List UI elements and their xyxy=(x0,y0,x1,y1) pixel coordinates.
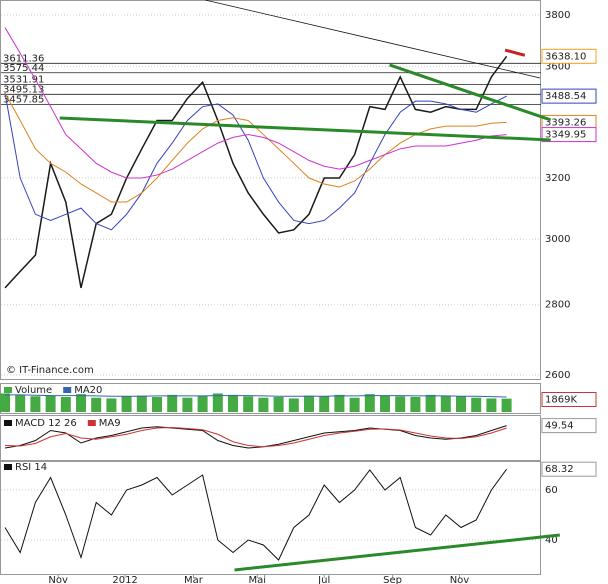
trendline xyxy=(205,0,541,79)
volume-bar xyxy=(425,394,436,412)
volume-bar xyxy=(106,398,117,412)
y-tick-label: 3800 xyxy=(545,10,570,21)
volume-bar xyxy=(76,394,86,412)
volume-bar xyxy=(273,397,284,412)
end-label-box xyxy=(541,88,597,104)
main-panel xyxy=(0,0,541,380)
volume-bar xyxy=(182,397,193,412)
volume-bar xyxy=(152,397,162,412)
volume-bar xyxy=(45,395,56,412)
trendline xyxy=(59,116,551,142)
volume-bar xyxy=(471,397,482,412)
series-line xyxy=(4,468,508,561)
end-label-box xyxy=(541,392,597,407)
volume-bar xyxy=(364,394,375,412)
y-tick-label: 3200 xyxy=(545,173,570,184)
y-tick-label: 2800 xyxy=(545,300,570,311)
series-line xyxy=(4,55,508,289)
end-label: 3638.10 xyxy=(545,51,586,62)
trendline xyxy=(234,533,560,572)
x-tick-label: 2012 xyxy=(112,575,137,584)
volume-bar xyxy=(304,395,314,412)
macd-panel xyxy=(0,415,541,461)
volume-bar xyxy=(15,394,26,412)
legend-swatch xyxy=(4,464,12,470)
end-label: 3488.54 xyxy=(545,91,586,102)
end-label: 3349.95 xyxy=(545,130,586,141)
y-tick-label: 3600 xyxy=(545,61,570,72)
source: © IT-Finance.com xyxy=(6,365,94,376)
legend-label: MA20 xyxy=(74,385,102,396)
y-tick-label: 60 xyxy=(545,485,558,496)
volume-bar xyxy=(349,397,360,412)
volume-bar xyxy=(212,393,223,412)
volume-bar xyxy=(197,395,208,412)
trendline xyxy=(504,48,526,57)
series-line xyxy=(4,425,507,449)
level-label: 3495.13 xyxy=(3,84,44,95)
x-tick-label: Sep xyxy=(383,575,402,584)
volume-bar xyxy=(91,397,102,412)
level-label: 3457.85 xyxy=(3,95,44,106)
end-label: 49.54 xyxy=(545,421,574,432)
legend-swatch xyxy=(4,420,12,426)
rsi-panel xyxy=(0,461,541,575)
volume-bar xyxy=(440,395,451,412)
volume-bar xyxy=(410,397,421,412)
volume-bar xyxy=(501,398,512,412)
legend-label: RSI 14 xyxy=(15,462,47,473)
end-label: 3393.26 xyxy=(545,117,586,128)
x-tick-label: Mai xyxy=(249,575,267,584)
volume-bar xyxy=(121,396,132,412)
end-label: 1869K xyxy=(545,395,577,406)
volume-bar xyxy=(136,395,147,412)
level-label: 3575.44 xyxy=(3,63,44,74)
legend-label: MACD 12 26 xyxy=(15,418,77,429)
volume-bar xyxy=(395,396,406,412)
end-label-box xyxy=(541,127,597,143)
series-line xyxy=(4,92,507,231)
x-tick-label: Jul xyxy=(317,575,330,584)
volume-bar xyxy=(167,394,178,412)
volume-bar xyxy=(288,398,299,412)
series-line xyxy=(5,394,507,398)
end-label-box xyxy=(541,461,597,477)
y-tick-label: 3000 xyxy=(545,234,570,245)
volume-bar xyxy=(60,397,71,412)
end-label-box xyxy=(541,48,597,64)
legend-label: MA9 xyxy=(99,418,121,429)
volume-bar xyxy=(380,395,390,412)
end-label-box xyxy=(541,418,597,434)
level-label: 3531.91 xyxy=(3,74,44,85)
volume-bar xyxy=(258,397,269,412)
series-line xyxy=(4,426,507,448)
x-tick-label: Nov xyxy=(450,575,470,584)
legend-swatch xyxy=(4,387,12,393)
x-tick-label: Nov xyxy=(48,575,68,584)
volume-bar xyxy=(228,394,238,412)
y-tick-label: 2600 xyxy=(545,370,570,381)
volume-bar xyxy=(456,396,466,412)
y-tick-label: 40 xyxy=(545,535,558,546)
volume-bar xyxy=(30,396,41,412)
end-label: 68.32 xyxy=(545,464,574,475)
volume-bar xyxy=(0,393,10,412)
legend-swatch xyxy=(87,420,96,426)
legend-label: Volume xyxy=(15,385,52,396)
volume-bar xyxy=(334,394,345,412)
volume-bar xyxy=(486,398,497,412)
trendline xyxy=(389,63,552,122)
x-tick-label: Mar xyxy=(184,575,204,584)
legend-swatch xyxy=(63,387,72,393)
volume-bar xyxy=(243,396,254,412)
volume-bar xyxy=(319,396,330,412)
series-line xyxy=(4,27,507,179)
